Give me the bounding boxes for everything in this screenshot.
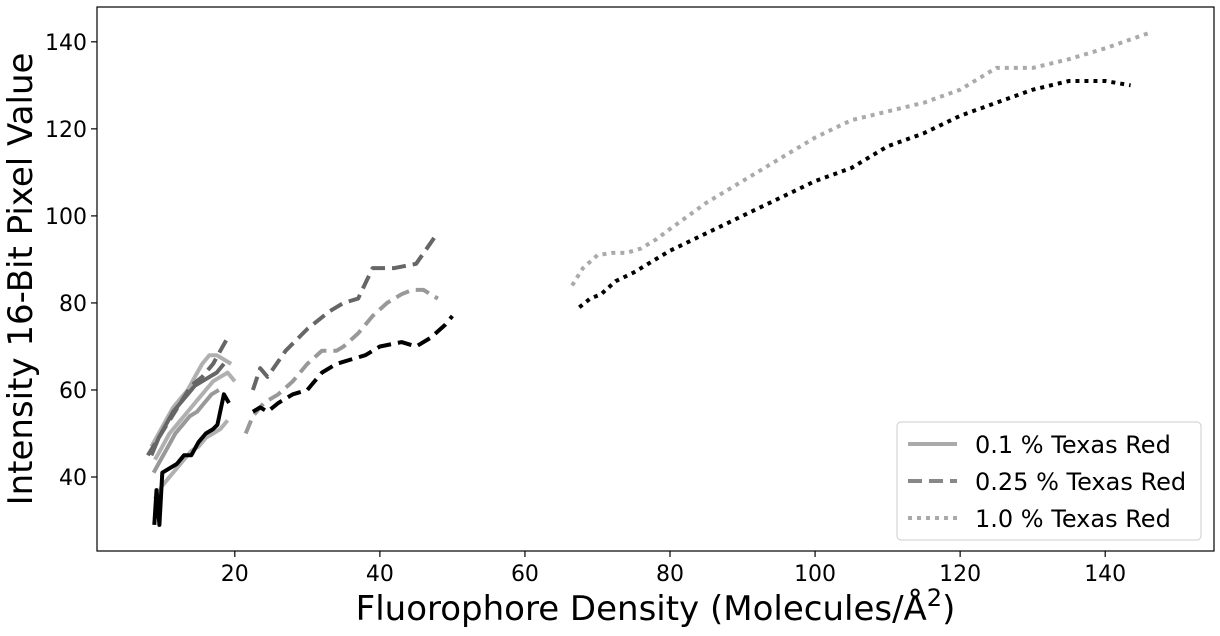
series-line-7 — [146, 336, 230, 457]
x-tick-label: 80 — [656, 562, 684, 587]
x-tick-label: 60 — [511, 562, 539, 587]
legend-label: 0.1 % Texas Red — [975, 431, 1171, 459]
series-line-3 — [153, 419, 230, 500]
series-line-10 — [251, 314, 454, 414]
series-line-12 — [578, 79, 1131, 309]
series-line-1 — [149, 353, 233, 448]
x-tick-label: 120 — [939, 562, 981, 587]
legend-box — [896, 421, 1202, 541]
series-layer — [146, 31, 1150, 527]
series-line-9 — [243, 287, 439, 435]
y-tick-label: 100 — [45, 205, 87, 230]
y-tick-label: 80 — [59, 292, 87, 317]
x-axis-label-sup: 2 — [927, 584, 942, 612]
plot-frame — [96, 6, 1215, 552]
x-tick-label: 100 — [794, 562, 836, 587]
ticks-layer: 20 40 60 80 100 120 140 40 60 80 100 120 140 — [45, 31, 1126, 587]
x-axis-label-main: Fluorophore Density (Molecules/Å — [356, 588, 927, 629]
series-line-6 — [152, 392, 231, 527]
y-tick-label: 60 — [59, 379, 87, 404]
x-axis-label: Fluorophore Density (Molecules/Å2) — [356, 584, 956, 629]
x-axis-label-close: ) — [942, 589, 955, 629]
x-tick-label: 20 — [221, 562, 249, 587]
y-tick-label: 140 — [45, 31, 87, 56]
series-line-8 — [251, 236, 436, 391]
y-tick-label: 120 — [45, 118, 87, 143]
legend-label: 0.25 % Texas Red — [975, 468, 1186, 496]
x-tick-label: 140 — [1084, 562, 1126, 587]
x-tick-label: 40 — [366, 562, 394, 587]
y-tick-label: 40 — [59, 466, 87, 491]
legend: 0.1 % Texas Red 0.25 % Texas Red 1.0 % Tex… — [896, 421, 1202, 541]
y-axis-label: Intensity 16-Bit Pixel Value — [1, 53, 41, 506]
legend-label: 1.0 % Texas Red — [975, 505, 1171, 533]
series-line-4 — [151, 388, 220, 474]
series-line-11 — [570, 31, 1150, 287]
series-line-2 — [153, 370, 237, 461]
